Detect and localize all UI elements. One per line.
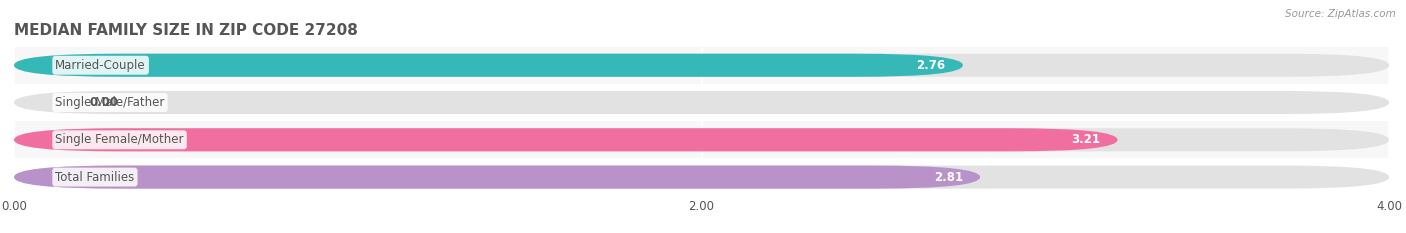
Text: 3.21: 3.21: [1071, 133, 1101, 146]
FancyBboxPatch shape: [14, 128, 1389, 151]
Text: Married-Couple: Married-Couple: [55, 59, 146, 72]
Text: 2.76: 2.76: [917, 59, 946, 72]
FancyBboxPatch shape: [14, 54, 963, 77]
Text: Total Families: Total Families: [55, 171, 135, 184]
FancyBboxPatch shape: [14, 47, 1389, 84]
Text: 2.81: 2.81: [934, 171, 963, 184]
Text: 0.00: 0.00: [90, 96, 118, 109]
FancyBboxPatch shape: [14, 165, 1389, 189]
Text: Source: ZipAtlas.com: Source: ZipAtlas.com: [1285, 9, 1396, 19]
FancyBboxPatch shape: [14, 121, 1389, 158]
FancyBboxPatch shape: [14, 91, 1389, 114]
FancyBboxPatch shape: [14, 84, 1389, 121]
FancyBboxPatch shape: [14, 128, 1118, 151]
Text: MEDIAN FAMILY SIZE IN ZIP CODE 27208: MEDIAN FAMILY SIZE IN ZIP CODE 27208: [14, 24, 359, 38]
Text: Single Male/Father: Single Male/Father: [55, 96, 165, 109]
Text: Single Female/Mother: Single Female/Mother: [55, 133, 184, 146]
FancyBboxPatch shape: [14, 54, 1389, 77]
FancyBboxPatch shape: [14, 165, 980, 189]
FancyBboxPatch shape: [14, 158, 1389, 196]
